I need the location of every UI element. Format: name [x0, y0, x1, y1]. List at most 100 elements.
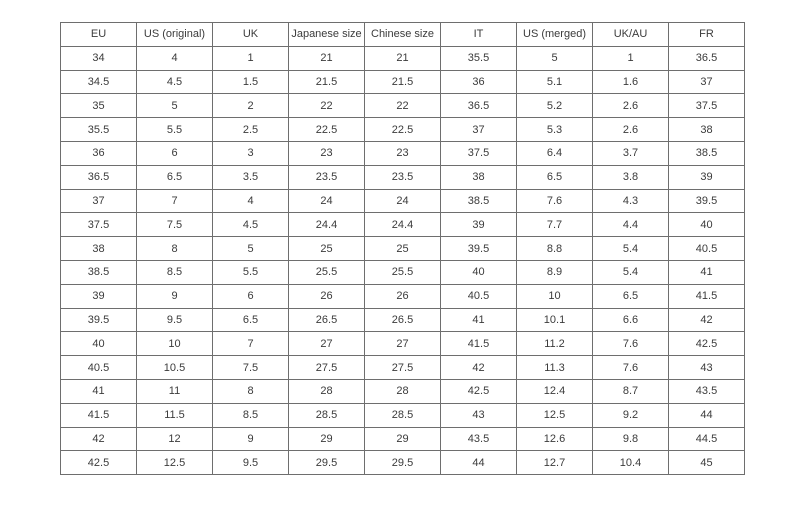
table-cell: 9	[136, 283, 213, 309]
table-cell: 41	[60, 378, 137, 404]
table-cell: 5	[516, 45, 593, 71]
table-cell: 40.5	[668, 236, 745, 261]
table-cell: 28	[364, 378, 441, 404]
table-cell: 26	[288, 283, 365, 309]
table-cell: 21	[288, 45, 365, 71]
table-cell: 11.2	[516, 331, 593, 357]
table-cell: 9.5	[136, 307, 213, 333]
table-row: 37.5 7.5 4.5 24.4 24.4 39 7.7 4.4 40	[60, 212, 745, 238]
table-cell: 42	[440, 355, 517, 380]
table-cell: 10	[136, 331, 213, 357]
table-cell: 27.5	[288, 355, 365, 380]
table-cell: 25.5	[364, 259, 441, 285]
table-cell: 3.7	[592, 140, 669, 166]
table-cell: 28.5	[288, 402, 365, 428]
table-row: 38.5 8.5 5.5 25.5 25.5 40 8.9 5.4 41	[60, 259, 745, 285]
column-header: EU	[60, 22, 137, 47]
table-cell: 9.8	[592, 426, 669, 452]
table-cell: 23.5	[288, 164, 365, 190]
column-header: UK/AU	[592, 22, 669, 47]
table-row: 39 9 6 26 26 40.5 10 6.5 41.5	[60, 283, 745, 309]
table-cell: 5.2	[516, 93, 593, 119]
table-cell: 23	[364, 140, 441, 166]
table-cell: 7	[212, 331, 289, 357]
table-cell: 21	[364, 45, 441, 71]
table-cell: 7.7	[516, 212, 593, 238]
table-cell: 7	[136, 188, 213, 214]
table-cell: 12.6	[516, 426, 593, 452]
table-cell: 26.5	[364, 307, 441, 333]
table-cell: 8.5	[136, 259, 213, 285]
table-cell: 1	[212, 45, 289, 71]
table-cell: 7.6	[592, 331, 669, 357]
table-cell: 5.3	[516, 117, 593, 142]
table-header: EU US (original) UK Japanese size Chinese si…	[60, 22, 745, 47]
table-row: 41.5 11.5 8.5 28.5 28.5 43 12.5 9.2 44	[60, 402, 745, 428]
table-cell: 43	[668, 355, 745, 380]
table-cell: 41.5	[668, 283, 745, 309]
table-cell: 36.5	[440, 93, 517, 119]
column-header: Chinese size	[364, 22, 441, 47]
table-cell: 37.5	[60, 212, 137, 238]
size-conversion-table-container: EU US (original) UK Japanese size Chinese si…	[60, 22, 745, 476]
column-header: Japanese size	[288, 22, 365, 47]
table-cell: 5	[212, 236, 289, 261]
table-cell: 35	[60, 93, 137, 119]
table-cell: 25	[288, 236, 365, 261]
table-cell: 35.5	[60, 117, 137, 142]
table-cell: 34	[60, 45, 137, 71]
table-cell: 37	[668, 69, 745, 95]
table-row: 42 12 9 29 29 43.5 12.6 9.8 44.5	[60, 426, 745, 452]
table-row: 42.5 12.5 9.5 29.5 29.5 44 12.7 10.4 45	[60, 450, 745, 476]
table-cell: 4.5	[136, 69, 213, 95]
table-cell: 12.5	[516, 402, 593, 428]
table-cell: 28	[288, 378, 365, 404]
table-cell: 29.5	[288, 450, 365, 476]
table-cell: 22	[364, 93, 441, 119]
table-cell: 42	[60, 426, 137, 452]
table-row: 39.5 9.5 6.5 26.5 26.5 41 10.1 6.6 42	[60, 307, 745, 333]
table-cell: 10.1	[516, 307, 593, 333]
size-conversion-table: EU US (original) UK Japanese size Chinese si…	[60, 22, 745, 476]
table-cell: 25	[364, 236, 441, 261]
table-cell: 35.5	[440, 45, 517, 71]
table-cell: 22	[288, 93, 365, 119]
table-cell: 6	[212, 283, 289, 309]
table-cell: 41	[668, 259, 745, 285]
table-cell: 10.5	[136, 355, 213, 380]
table-row: 40 10 7 27 27 41.5 11.2 7.6 42.5	[60, 331, 745, 357]
table-cell: 26.5	[288, 307, 365, 333]
table-cell: 2.6	[592, 117, 669, 142]
table-cell: 42.5	[668, 331, 745, 357]
table-cell: 8	[136, 236, 213, 261]
table-cell: 24	[288, 188, 365, 214]
table-cell: 11.3	[516, 355, 593, 380]
table-cell: 37.5	[440, 140, 517, 166]
table-cell: 1.5	[212, 69, 289, 95]
table-cell: 37	[60, 188, 137, 214]
table-cell: 5	[136, 93, 213, 119]
table-cell: 6.4	[516, 140, 593, 166]
table-cell: 38.5	[668, 140, 745, 166]
table-cell: 44	[440, 450, 517, 476]
table-cell: 43.5	[440, 426, 517, 452]
table-cell: 2.5	[212, 117, 289, 142]
table-cell: 24.4	[288, 212, 365, 238]
table-cell: 41	[440, 307, 517, 333]
table-cell: 39.5	[668, 188, 745, 214]
column-header: IT	[440, 22, 517, 47]
table-cell: 3.5	[212, 164, 289, 190]
table-row: 38 8 5 25 25 39.5 8.8 5.4 40.5	[60, 236, 745, 261]
table-cell: 12	[136, 426, 213, 452]
table-cell: 7.6	[592, 355, 669, 380]
table-cell: 39	[60, 283, 137, 309]
table-cell: 43.5	[668, 378, 745, 404]
table-row: 35 5 2 22 22 36.5 5.2 2.6 37.5	[60, 93, 745, 119]
table-cell: 8.9	[516, 259, 593, 285]
table-cell: 27	[288, 331, 365, 357]
table-cell: 12.4	[516, 378, 593, 404]
table-cell: 42.5	[440, 378, 517, 404]
table-cell: 24.4	[364, 212, 441, 238]
column-header: US (merged)	[516, 22, 593, 47]
table-cell: 22.5	[288, 117, 365, 142]
